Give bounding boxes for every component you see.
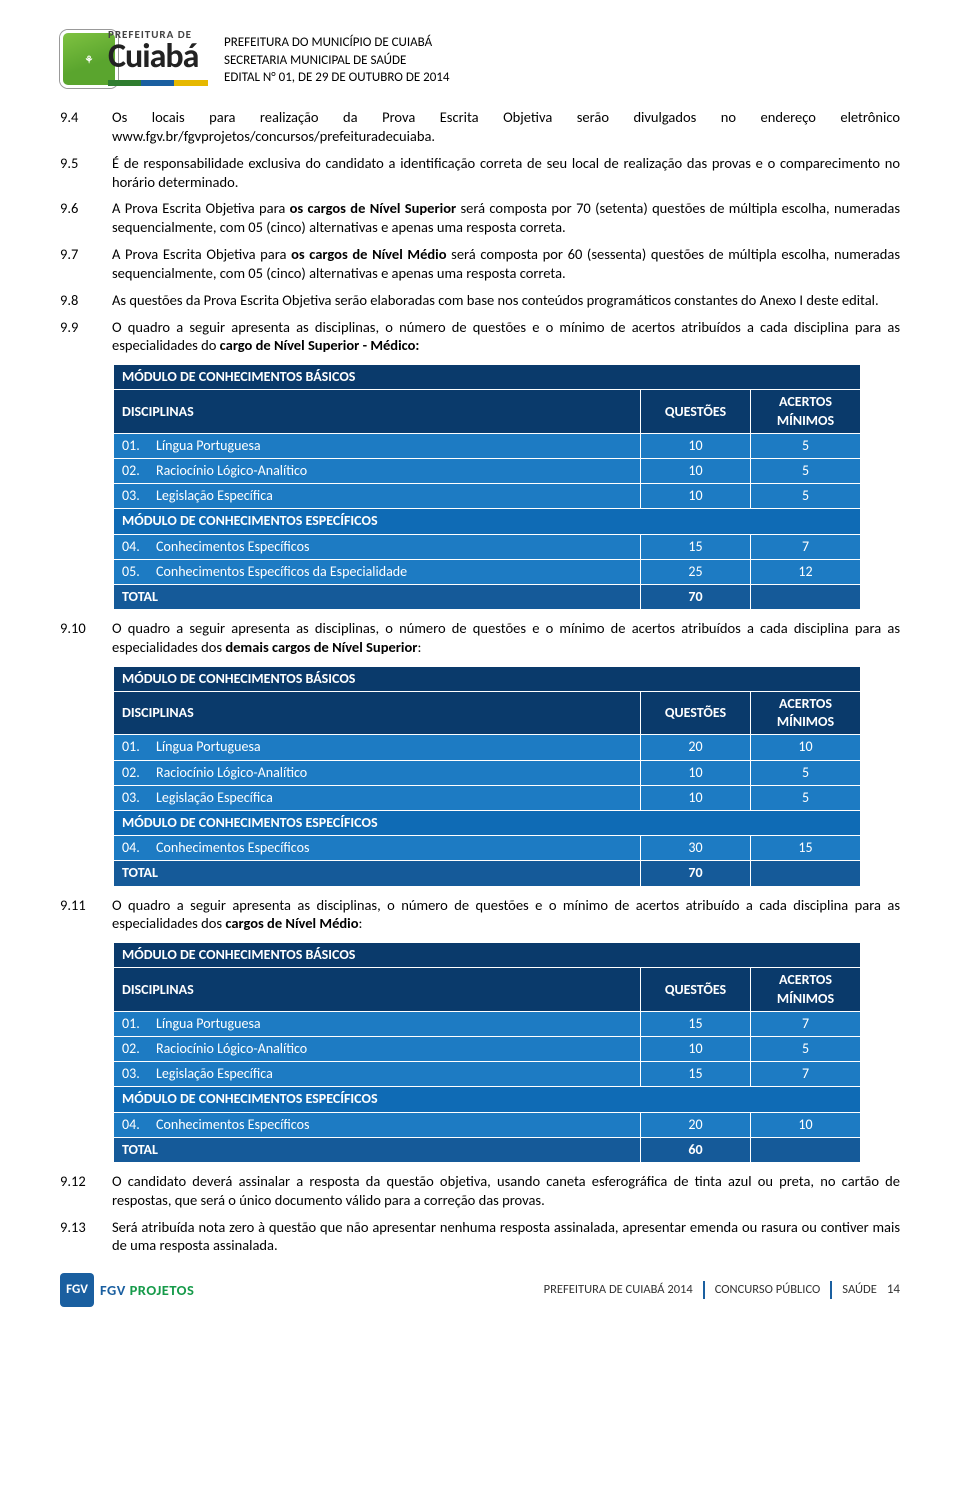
table-col-disciplinas: DISCIPLINAS [114,692,641,735]
item-text: A Prova Escrita Objetiva para os cargos … [112,245,900,283]
item-9-5: 9.5 É de responsabilidade exclusiva do c… [60,154,900,192]
header-line-2: SECRETARIA MUNICIPAL DE SAÚDE [224,52,449,70]
table-col-questoes: QUESTÕES [641,692,751,735]
table-demais-nivel-superior: MÓDULO DE CONHECIMENTOS BÁSICOS DISCIPLI… [112,665,862,888]
table-module-spec: MÓDULO DE CONHECIMENTOS ESPECÍFICOS [114,509,861,534]
table-total-row: TOTAL70 [114,861,861,886]
item-number: 9.10 [60,619,100,657]
fgv-badge-icon: FGV [60,1273,94,1307]
item-number: 9.6 [60,199,100,237]
table-row: 03.Legislação Específica105 [114,785,861,810]
table-module-basic: MÓDULO DE CONHECIMENTOS BÁSICOS [114,365,861,390]
page-number: 14 [887,1282,900,1299]
item-number: 9.11 [60,896,100,934]
footer-right: PREFEITURA DE CUIABÁ 2014 CONCURSO PÚBLI… [544,1281,900,1299]
logo-big-text: Cuiabá [108,42,198,73]
item-text: O quadro a seguir apresenta as disciplin… [112,619,900,657]
item-number: 9.7 [60,245,100,283]
page-header: ⚘ PREFEITURA DE Cuiabá PREFEITURA DO MUN… [60,28,900,94]
municipality-logo: ⚘ PREFEITURA DE Cuiabá [60,28,210,94]
table-row: 03.Legislação Específica105 [114,484,861,509]
item-9-6: 9.6 A Prova Escrita Objetiva para os car… [60,199,900,237]
header-line-3: EDITAL N° 01, DE 29 DE OUTUBRO DE 2014 [224,69,449,87]
item-number: 9.13 [60,1218,100,1256]
table-row: 02.Raciocínio Lógico-Analítico105 [114,1036,861,1061]
item-9-9: 9.9 O quadro a seguir apresenta as disci… [60,318,900,356]
item-text: O quadro a seguir apresenta as disciplin… [112,896,900,934]
table-col-acertos: ACERTOSMÍNIMOS [751,968,861,1011]
item-text: É de responsabilidade exclusiva do candi… [112,154,900,192]
table-nivel-medio: MÓDULO DE CONHECIMENTOS BÁSICOS DISCIPLI… [112,941,862,1164]
item-9-12: 9.12 O candidato deverá assinalar a resp… [60,1172,900,1210]
item-number: 9.4 [60,108,100,146]
header-line-1: PREFEITURA DO MUNICÍPIO DE CUIABÁ [224,34,449,52]
footer-text-1: PREFEITURA DE CUIABÁ 2014 [544,1282,693,1298]
table-row: 03.Legislação Específica157 [114,1062,861,1087]
table-row: 04.Conhecimentos Específicos2010 [114,1112,861,1137]
item-number: 9.9 [60,318,100,356]
table-module-spec: MÓDULO DE CONHECIMENTOS ESPECÍFICOS [114,810,861,835]
header-text-block: PREFEITURA DO MUNICÍPIO DE CUIABÁ SECRET… [224,28,449,87]
item-9-4: 9.4 Os locais para realização da Prova E… [60,108,900,146]
table-col-acertos: ACERTOSMÍNIMOS [751,390,861,433]
item-text: As questões da Prova Escrita Objetiva se… [112,291,900,310]
table-col-questoes: QUESTÕES [641,390,751,433]
table-row: 01.Língua Portuguesa157 [114,1011,861,1036]
fgv-logo: FGV FGV PROJETOS [60,1273,194,1307]
table-col-disciplinas: DISCIPLINAS [114,968,641,1011]
table-row: 02.Raciocínio Lógico-Analítico105 [114,760,861,785]
item-text: O candidato deverá assinalar a resposta … [112,1172,900,1210]
footer-text-3: SAÚDE [842,1282,877,1298]
item-text: O quadro a seguir apresenta as disciplin… [112,318,900,356]
footer-separator-icon [830,1281,832,1299]
table-row: 01.Língua Portuguesa105 [114,433,861,458]
item-number: 9.5 [60,154,100,192]
table-total-row: TOTAL70 [114,584,861,609]
table-module-basic: MÓDULO DE CONHECIMENTOS BÁSICOS [114,666,861,691]
table-row: 04.Conhecimentos Específicos157 [114,534,861,559]
item-text: A Prova Escrita Objetiva para os cargos … [112,199,900,237]
footer-text-2: CONCURSO PÚBLICO [715,1282,821,1298]
item-9-13: 9.13 Será atribuída nota zero à questão … [60,1218,900,1256]
item-number: 9.12 [60,1172,100,1210]
footer-separator-icon [703,1281,705,1299]
fgv-text-1: FGV [100,1281,130,1299]
table-col-questoes: QUESTÕES [641,968,751,1011]
table-module-basic: MÓDULO DE CONHECIMENTOS BÁSICOS [114,943,861,968]
item-9-11: 9.11 O quadro a seguir apresenta as disc… [60,896,900,934]
table-row: 01.Língua Portuguesa2010 [114,735,861,760]
table-row: 05.Conhecimentos Específicos da Especial… [114,559,861,584]
table-row: 02.Raciocínio Lógico-Analítico105 [114,459,861,484]
table-row: 04.Conhecimentos Específicos3015 [114,836,861,861]
item-9-10: 9.10 O quadro a seguir apresenta as disc… [60,619,900,657]
item-number: 9.8 [60,291,100,310]
logo-color-strip [108,80,208,86]
table-module-spec: MÓDULO DE CONHECIMENTOS ESPECÍFICOS [114,1087,861,1112]
table-nivel-superior-medico: MÓDULO DE CONHECIMENTOS BÁSICOS DISCIPLI… [112,363,862,611]
items-list: 9.4 Os locais para realização da Prova E… [60,108,900,1255]
item-9-7: 9.7 A Prova Escrita Objetiva para os car… [60,245,900,283]
table-total-row: TOTAL60 [114,1137,861,1162]
table-col-acertos: ACERTOSMÍNIMOS [751,692,861,735]
page-footer: FGV FGV PROJETOS PREFEITURA DE CUIABÁ 20… [60,1273,900,1307]
table-col-disciplinas: DISCIPLINAS [114,390,641,433]
item-text: Os locais para realização da Prova Escri… [112,108,900,146]
item-9-8: 9.8 As questões da Prova Escrita Objetiv… [60,291,900,310]
item-text: Será atribuída nota zero à questão que n… [112,1218,900,1256]
fgv-text-2: PROJETOS [130,1281,195,1299]
